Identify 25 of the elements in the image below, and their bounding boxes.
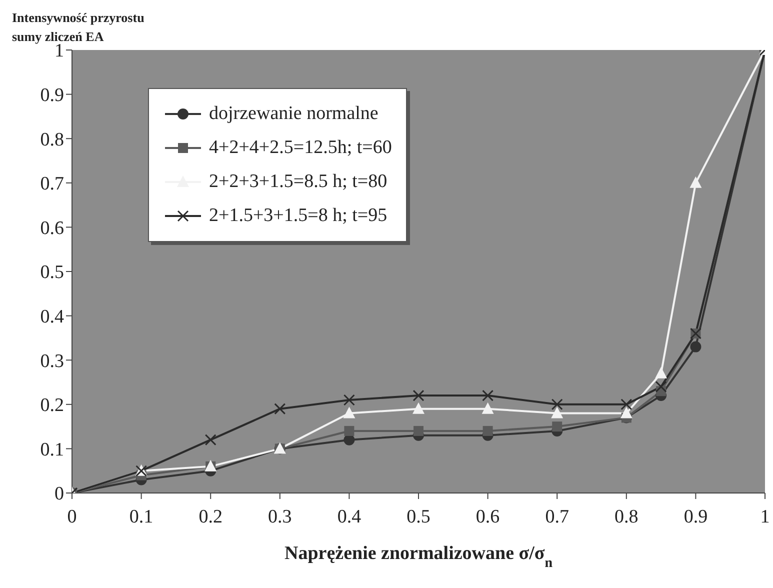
x-tick-label: 0.3 [268,506,292,528]
y-tick-label: 0.3 [40,350,64,372]
x-tick-label: 0.8 [614,506,638,528]
y-tick-label: 0.6 [40,218,64,239]
x-tick-label: 0.9 [684,506,708,528]
x-tick-label: 0.4 [337,506,362,528]
x-tick-label: 0.1 [129,506,154,528]
x-tick-label: 0.7 [545,506,569,528]
legend-label: 2+1.5+3+1.5=8 h; t=95 [209,205,388,227]
y-tick-label: 0.9 [40,85,64,106]
legend-label: dojrzewanie normalne [209,103,378,125]
y-tick-label: 0.8 [40,129,64,150]
legend-label: 2+2+3+1.5=8.5 h; t=80 [209,171,388,193]
y-tick-label: 0.5 [40,262,64,284]
y-tick-label: 0 [54,484,64,505]
y-tick-label: 0.2 [40,395,64,416]
y-tick-label: 0.1 [40,439,64,460]
x-tick-label: 1 [760,506,770,528]
x-tick-label: 0.5 [406,506,430,528]
x-tick-label: 0.6 [476,506,500,528]
legend-label: 4+2+4+2.5=12.5h; t=60 [209,137,392,159]
y-tick-label: 0.4 [40,306,64,328]
x-tick-label: 0.2 [198,506,222,528]
y-tick-label: 0.7 [40,174,64,195]
x-axis-title: Naprężenie znormalizowane σ/σ$_{n}$ [284,543,553,570]
